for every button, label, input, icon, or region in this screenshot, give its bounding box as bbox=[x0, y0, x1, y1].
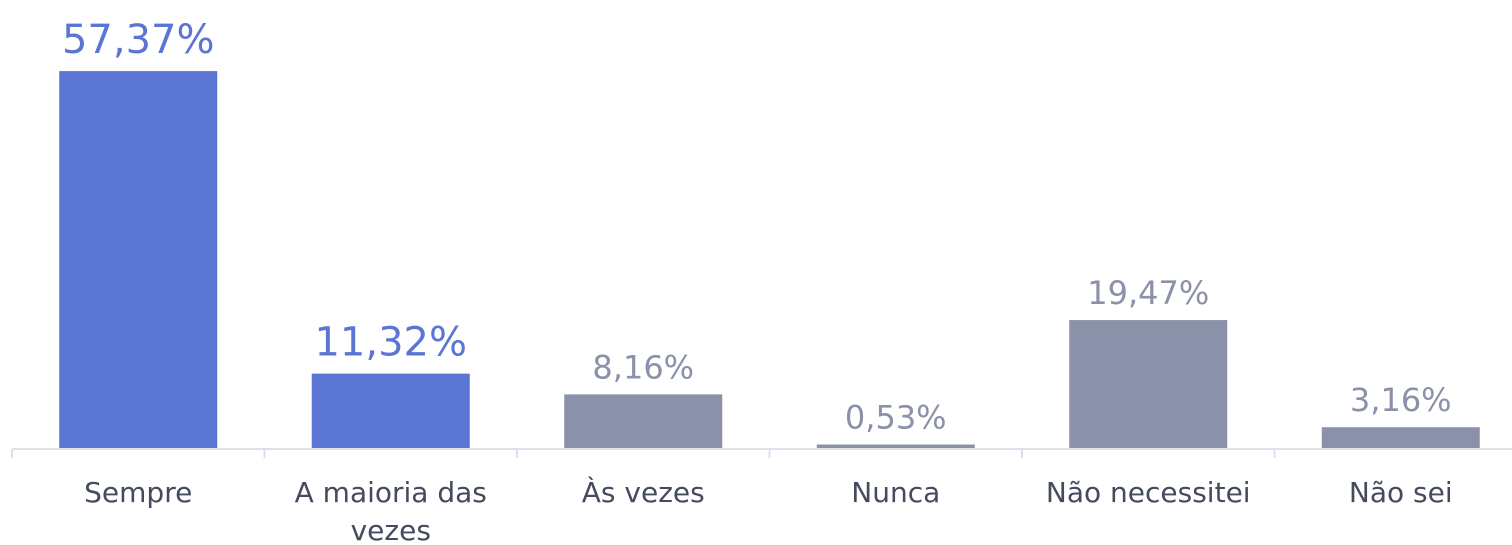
x-tick-label: Nunca bbox=[851, 476, 941, 509]
bar bbox=[1321, 427, 1480, 448]
data-label: 3,16% bbox=[1350, 381, 1452, 419]
bar bbox=[816, 444, 975, 448]
x-tick-label: Às vezes bbox=[581, 476, 705, 509]
bar bbox=[59, 71, 218, 448]
data-label: 11,32% bbox=[314, 320, 467, 366]
data-label: 57,37% bbox=[62, 17, 215, 63]
bar bbox=[311, 373, 470, 448]
bar bbox=[564, 394, 723, 448]
bar bbox=[1069, 320, 1228, 448]
x-tick-label: Não sei bbox=[1348, 476, 1453, 509]
x-tick-label: Sempre bbox=[84, 476, 193, 509]
x-tick-label: Não necessitei bbox=[1045, 476, 1251, 509]
data-label: 19,47% bbox=[1087, 274, 1209, 312]
data-label: 8,16% bbox=[592, 348, 694, 386]
data-label: 0,53% bbox=[845, 399, 947, 437]
x-tick-label: A maioria das vezes bbox=[294, 476, 487, 545]
